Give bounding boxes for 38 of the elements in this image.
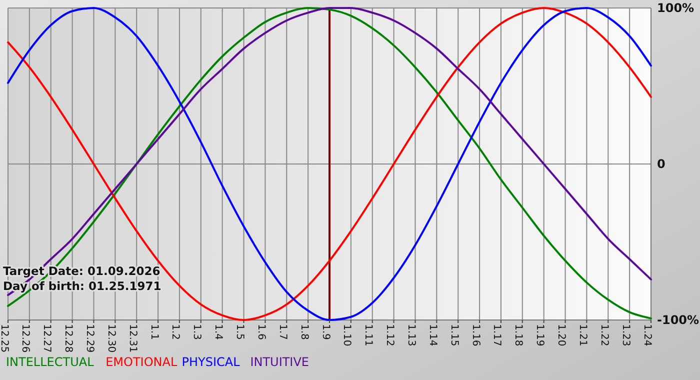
x-tick-label: 1.8 [298,324,310,340]
x-tick-label: 1.18 [512,324,524,346]
x-tick-label: 1.22 [598,324,610,346]
text: INTELLECTUAL [6,355,94,369]
y-tick-label: 100% [657,1,694,16]
text: EMOTIONAL [106,355,178,369]
x-tick-label: 12.25 [0,324,10,353]
x-tick-label: 12.27 [41,324,52,353]
x-tick-label: 1.10 [341,324,352,346]
x-tick-label: 1.20 [556,324,567,346]
text: PHYSICAL [182,355,240,369]
x-tick-label: 1.19 [534,324,546,346]
x-tick-label: 12.29 [84,324,95,353]
x-tick-label: 1.21 [576,324,588,346]
y-tick-label: -100% [657,313,700,328]
x-tick-label: 1.3 [191,324,202,340]
x-tick-label: 1.9 [320,324,331,340]
x-tick-label: 1.14 [426,324,438,346]
y-tick-label: 0 [657,157,666,172]
x-tick-label: 12.30 [105,324,116,353]
x-tick-label: 1.6 [255,324,266,340]
x-tick-label: 12.26 [20,324,31,353]
x-tick-label: 1.1 [148,324,160,340]
x-tick-label: 1.16 [470,324,481,346]
x-tick-label: 1.15 [448,324,460,346]
x-tick-label: 1.4 [212,324,224,340]
x-tick-label: 1.7 [276,324,288,340]
x-tick-label: 1.24 [641,324,652,346]
x-tick-label: 1.23 [620,324,631,346]
x-tick-label: 12.31 [126,324,138,353]
text: INTUITIVE [250,355,310,369]
x-tick-label: 12.28 [62,324,74,353]
x-tick-label: 1.2 [170,324,181,340]
x-tick-label: 1.11 [362,324,374,346]
x-tick-label: 1.17 [491,324,502,346]
x-tick-label: 1.5 [234,324,246,340]
x-tick-label: 1.13 [406,324,416,346]
x-tick-label: 1.12 [384,324,396,346]
